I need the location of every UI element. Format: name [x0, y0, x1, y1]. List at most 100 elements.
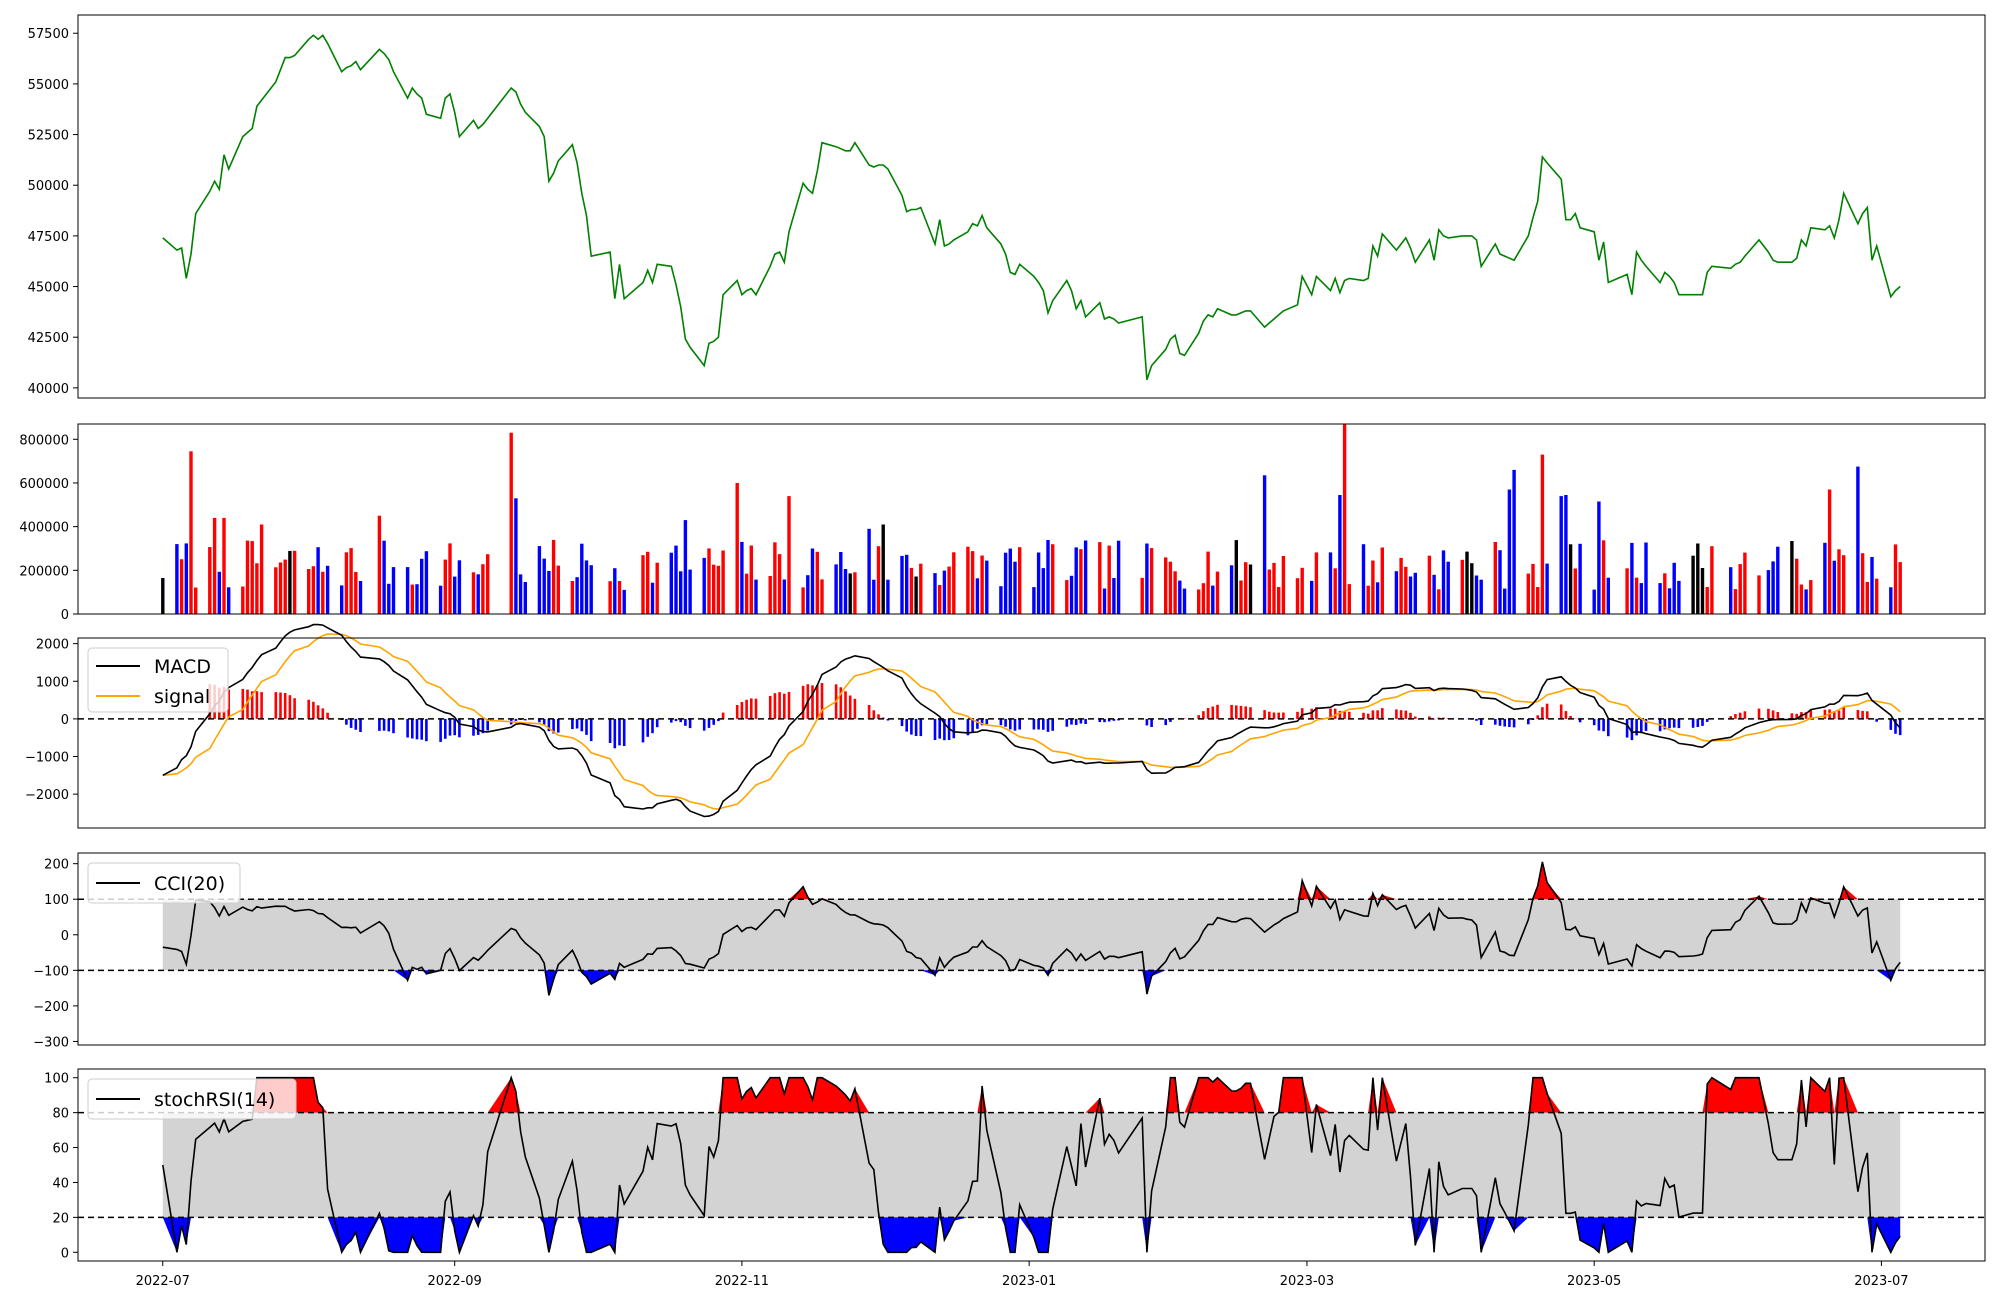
- macd-histogram-bar: [420, 719, 423, 740]
- macd-histogram-bar: [345, 719, 348, 725]
- volume-bar: [406, 567, 409, 614]
- volume-bar: [1428, 556, 1431, 614]
- volume-bar: [853, 572, 856, 614]
- macd-histogram-bar: [444, 719, 447, 739]
- macd-histogram-bar: [1047, 719, 1050, 732]
- macd-histogram-bar: [1212, 707, 1215, 719]
- volume-bar: [307, 569, 310, 614]
- volume-bar: [844, 569, 847, 614]
- macd-histogram-bar: [284, 693, 287, 719]
- volume-bar: [185, 543, 188, 614]
- volume-bar: [1230, 565, 1233, 614]
- volume-bar: [811, 549, 814, 615]
- y-tick-label: −100: [33, 964, 69, 979]
- macd-histogram-bar: [425, 719, 428, 741]
- volume-bar: [316, 547, 319, 614]
- macd-histogram-bar: [774, 693, 777, 719]
- macd-histogram-bar: [934, 719, 937, 740]
- volume-bar: [1691, 556, 1694, 614]
- volume-bar: [1442, 550, 1445, 614]
- macd-histogram-bar: [1296, 712, 1299, 719]
- y-tick-label: 2000: [36, 638, 69, 653]
- volume-bar: [1630, 543, 1633, 614]
- volume-bar: [585, 560, 588, 614]
- volume-bar: [1216, 572, 1219, 614]
- macd-histogram-bar: [411, 719, 414, 739]
- macd-histogram-bar: [1744, 711, 1747, 719]
- macd-histogram-bar: [1739, 713, 1742, 719]
- volume-bar: [1206, 552, 1209, 614]
- volume-bar: [999, 586, 1002, 614]
- volume-bar: [656, 563, 659, 614]
- volume-bar: [900, 556, 903, 614]
- macd-histogram-bar: [1066, 719, 1069, 727]
- y-tick-label: 0: [61, 1246, 69, 1261]
- volume-bar: [641, 555, 644, 614]
- macd-histogram-bar: [1273, 713, 1276, 719]
- volume-bar: [1597, 502, 1600, 615]
- macd-histogram-bar: [581, 719, 584, 731]
- volume-bar: [1809, 580, 1812, 614]
- volume-bar: [260, 525, 263, 615]
- macd-histogram-bar: [359, 719, 362, 732]
- volume-bar: [1399, 558, 1402, 614]
- overbought-fill: [789, 862, 1858, 899]
- volume-bar: [952, 552, 955, 614]
- macd-histogram-bar: [1494, 719, 1497, 725]
- macd-histogram-bar: [1009, 719, 1012, 730]
- y-tick-label: 600000: [19, 477, 69, 492]
- volume-bar: [1710, 546, 1713, 614]
- volume-bar: [246, 541, 249, 614]
- volume-bar: [472, 572, 475, 614]
- macd-histogram-bar: [1767, 709, 1770, 719]
- macd-histogram-bar: [1348, 712, 1351, 719]
- macd-histogram-bar: [844, 691, 847, 719]
- volume-bar: [754, 580, 757, 614]
- volume-bar: [1625, 568, 1628, 614]
- macd-histogram-bar: [1414, 717, 1417, 719]
- volume-bar: [1263, 475, 1266, 614]
- volume-bar: [1889, 587, 1892, 614]
- volume-bar: [1249, 565, 1252, 615]
- macd-histogram-bar: [1598, 719, 1601, 731]
- volume-bar: [194, 588, 197, 615]
- volume-bar: [1075, 547, 1078, 614]
- volume-bar: [1037, 553, 1040, 615]
- macd-histogram-bar: [1857, 710, 1860, 719]
- volume-bar: [1183, 589, 1186, 614]
- macd-histogram-bar: [477, 719, 480, 735]
- macd-histogram-bar: [1372, 710, 1375, 719]
- volume-bar: [1494, 542, 1497, 614]
- volume-bar: [1437, 589, 1440, 614]
- y-tick-label: 200000: [19, 564, 69, 579]
- volume-bar: [1141, 578, 1144, 614]
- volume-bar: [293, 551, 296, 614]
- volume-bar: [1870, 557, 1873, 614]
- volume-bar: [1150, 548, 1153, 614]
- volume-bar: [1404, 567, 1407, 614]
- volume-bar: [510, 433, 513, 614]
- macd-histogram-bar: [1673, 719, 1676, 728]
- volume-bar: [877, 546, 880, 614]
- volume-bar: [321, 572, 324, 614]
- volume-bar: [1018, 547, 1021, 614]
- volume-bar: [1371, 561, 1374, 615]
- volume-bar: [778, 554, 781, 614]
- macd-histogram-bar: [976, 719, 979, 729]
- y-tick-label: 47500: [28, 230, 69, 245]
- y-tick-label: 55000: [28, 78, 69, 93]
- macd-histogram-bar: [646, 719, 649, 737]
- x-tick-label: 2023-05: [1567, 1274, 1621, 1289]
- volume-bar: [1602, 540, 1605, 614]
- volume-bar: [1244, 562, 1247, 614]
- volume-bar: [1527, 574, 1530, 614]
- volume-bar: [943, 571, 946, 614]
- macd-histogram-bar: [1014, 719, 1017, 731]
- volume-bar: [1301, 568, 1304, 614]
- macd-histogram-bar: [1668, 719, 1671, 728]
- volume-bar: [783, 580, 786, 615]
- volume-bar: [1381, 548, 1384, 615]
- y-tick-label: −1000: [25, 751, 69, 766]
